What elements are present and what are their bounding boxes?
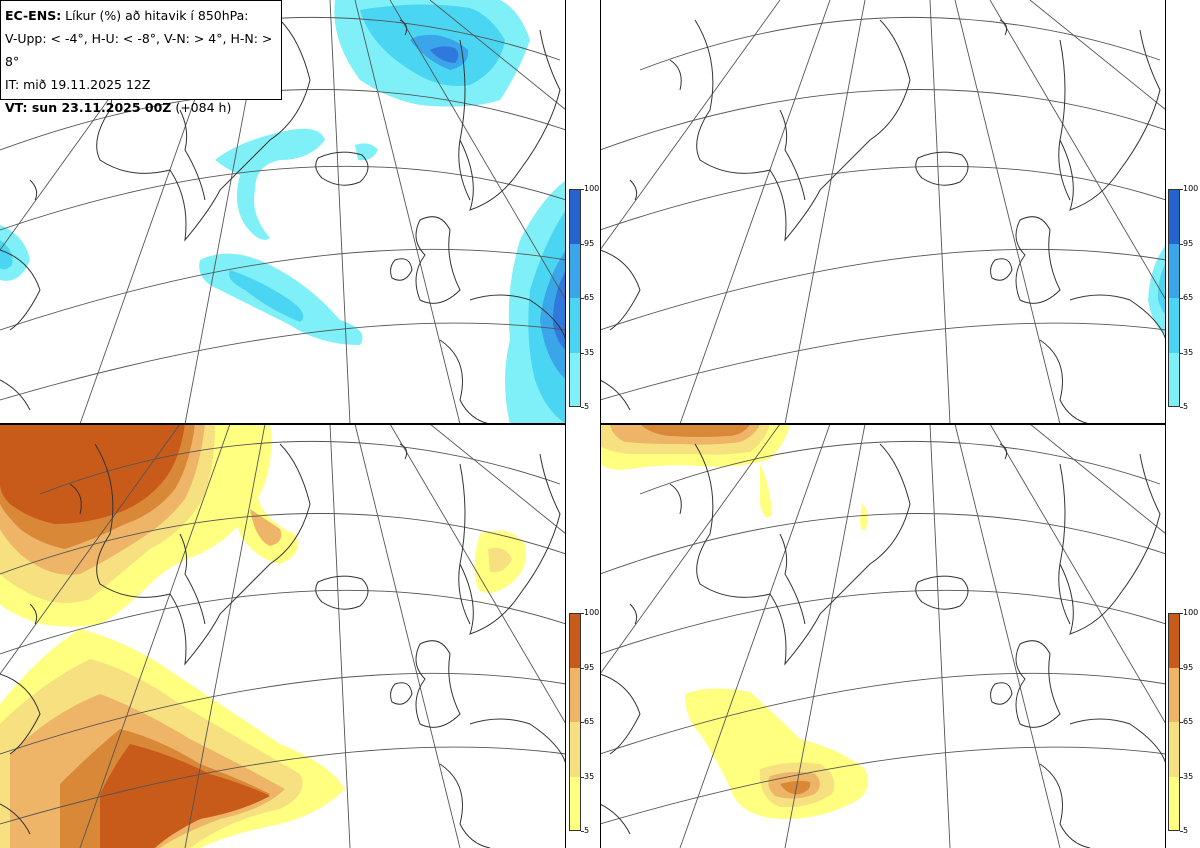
colorbar-frame — [1168, 189, 1180, 407]
colorbar-band — [1168, 722, 1180, 777]
colorbar-tick-mark — [581, 722, 584, 723]
colorbar-tick-label: 35 — [584, 347, 595, 357]
colorbar-tick-mark — [581, 189, 584, 190]
colorbar-tick-mark — [581, 776, 584, 778]
colorbar-tick-mark — [1180, 831, 1183, 832]
colorbar-tick-label: 95 — [584, 662, 595, 672]
probability-map-v-upp — [0, 0, 566, 424]
colorbar-tick-label: 100 — [1183, 184, 1199, 193]
cold-field-europe — [505, 180, 566, 424]
warm-field-atlantic — [0, 629, 345, 848]
colorbar-tick-label: 65 — [1183, 717, 1194, 726]
warm-field-north — [0, 424, 272, 627]
colorbar-band — [569, 667, 581, 722]
colorbar-tick-label: 35 — [1183, 771, 1194, 781]
panel-border-right — [1165, 0, 1166, 848]
valid-time: VT: sun 23.11.2025 00Z — [5, 100, 172, 115]
colorbar-tick-label: 100 — [584, 184, 600, 193]
initial-time: IT: mið 19.11.2025 12Z — [5, 77, 151, 92]
colorbar-tick-mark — [581, 352, 584, 354]
colorbar-tick-label: 100 — [1183, 608, 1199, 617]
colorbar-band — [569, 722, 581, 777]
colorbar-tick-mark — [581, 298, 584, 299]
colorbar-tick-label: 95 — [1183, 662, 1194, 672]
panel-border-left-2 — [600, 0, 601, 848]
colorbar-band — [1168, 667, 1180, 722]
colorbar-tick-mark — [1180, 776, 1183, 778]
colorbar-band — [1168, 352, 1180, 407]
colorbar-tick-label: 65 — [1183, 293, 1194, 302]
colorbar-band — [569, 776, 581, 831]
cold-field-north — [334, 0, 530, 107]
colorbar-tick-mark — [581, 831, 584, 832]
probability-map-h-n — [600, 424, 1166, 848]
colorbar-band — [569, 298, 581, 353]
colorbar-tick-mark — [581, 613, 584, 614]
colorbar-tick-mark — [1180, 243, 1183, 245]
product-description: Líkur (%) að hitavik í 850hPa: — [61, 8, 249, 23]
colorbar-tick-mark — [581, 667, 584, 669]
colorbar-warm-right: 100 95 65 35 5 — [1166, 609, 1200, 843]
colorbar-frame — [569, 613, 581, 831]
colorbar-tick-label: 95 — [584, 238, 595, 248]
colorbar-tick-mark — [581, 243, 584, 245]
model-label: EC-ENS: — [5, 8, 62, 23]
cold-field-europe — [1148, 245, 1166, 335]
colorbar-tick-mark — [1180, 298, 1183, 299]
panel-divider-horizontal-right — [600, 423, 1166, 425]
warm-field-north — [600, 424, 868, 531]
colorbar-frame — [569, 189, 581, 407]
colorbar-band — [1168, 613, 1180, 668]
map-panel-v-n — [0, 424, 566, 848]
colorbar-tick-mark — [1180, 407, 1183, 408]
colorbar-tick-label: 100 — [584, 608, 600, 617]
cold-field-labrador — [0, 225, 30, 281]
colorbar-tick-mark — [1180, 722, 1183, 723]
colorbar-band — [569, 613, 581, 668]
probability-map-h-u — [600, 0, 1166, 424]
map-info-box: EC-ENS: Líkur (%) að hitavik í 850hPa: V… — [0, 0, 282, 115]
probability-map-v-n — [0, 424, 566, 848]
colorbar-tick-label: 35 — [584, 771, 595, 781]
colorbar-tick-label: 35 — [1183, 347, 1194, 357]
colorbar-tick-label: 5 — [1183, 826, 1189, 835]
colorbar-tick-label: 65 — [584, 293, 595, 302]
lead-time: (+084 h) — [171, 100, 232, 115]
warm-field-atlantic — [685, 688, 868, 819]
colorbar-tick-label: 5 — [1183, 402, 1189, 411]
colorbar-tick-mark — [1180, 352, 1183, 354]
colorbar-tick-mark — [1180, 613, 1183, 614]
colorbar-tick-label: 5 — [584, 402, 590, 411]
map-panel-v-upp: EC-ENS: Líkur (%) að hitavik í 850hPa: V… — [0, 0, 566, 424]
colorbar-tick-mark — [1180, 189, 1183, 190]
colorbar-frame — [1168, 613, 1180, 831]
colorbar-band — [569, 189, 581, 244]
threshold-legend: V-Upp: < -4°, H-U: < -8°, V-N: > 4°, H-N… — [5, 31, 273, 69]
colorbar-warm-left: 100 95 65 35 5 — [567, 609, 613, 843]
map-panel-h-u — [600, 0, 1166, 424]
colorbar-cold-right: 100 95 65 35 5 — [1166, 185, 1200, 419]
colorbar-tick-label: 65 — [584, 717, 595, 726]
panel-border-left-1 — [565, 0, 566, 848]
colorbar-band — [1168, 189, 1180, 244]
colorbar-band — [1168, 776, 1180, 831]
cold-field-atlantic — [199, 253, 363, 345]
cold-field-greenland — [215, 128, 378, 240]
colorbar-band — [569, 352, 581, 407]
colorbar-tick-mark — [581, 407, 584, 408]
colorbar-band — [1168, 298, 1180, 353]
colorbar-tick-mark — [1180, 667, 1183, 669]
colorbar-band — [1168, 243, 1180, 298]
colorbar-tick-label: 5 — [584, 826, 590, 835]
warm-field-scandinavia — [474, 530, 526, 593]
colorbar-tick-label: 95 — [1183, 238, 1194, 248]
colorbar-band — [569, 243, 581, 298]
map-panel-h-n — [600, 424, 1166, 848]
colorbar-cold-left: 100 95 65 35 5 — [567, 185, 613, 419]
panel-divider-horizontal-left — [0, 423, 566, 425]
